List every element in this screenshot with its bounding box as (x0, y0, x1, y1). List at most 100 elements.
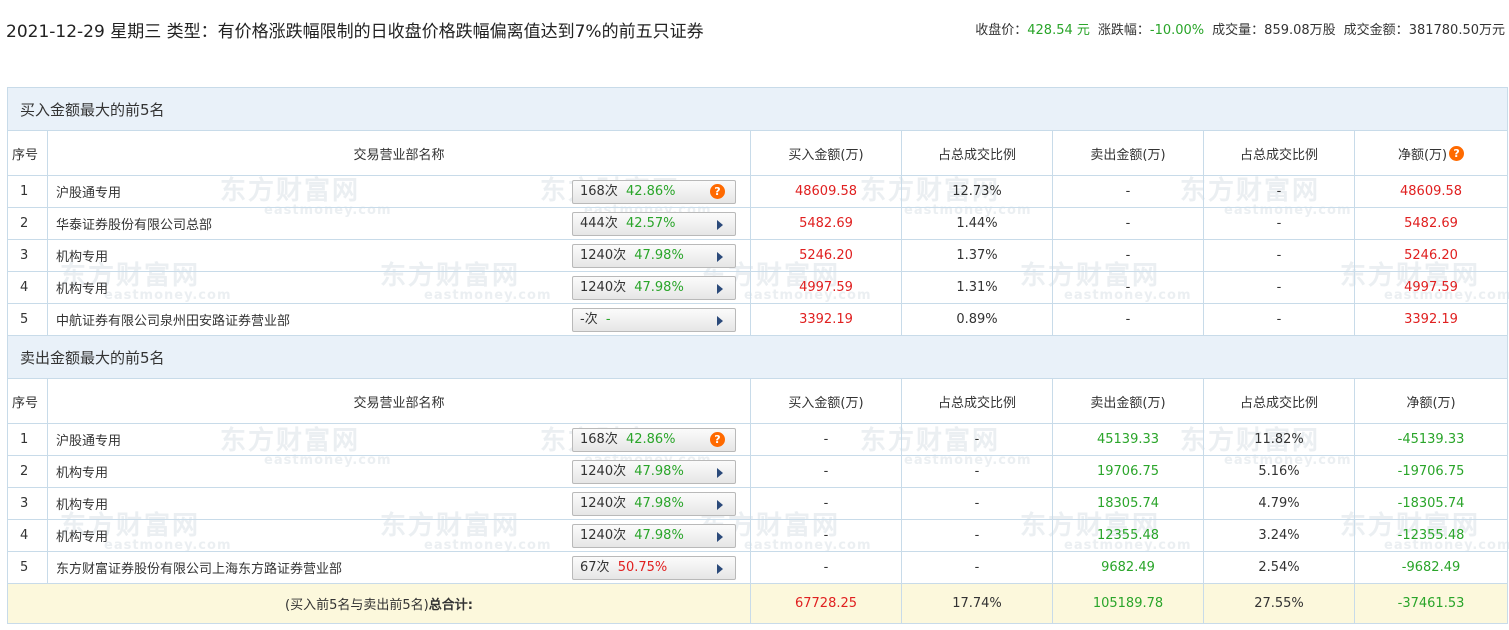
broker-times: 1240次 (580, 248, 627, 263)
broker-stat-button[interactable]: -次 - (572, 308, 736, 332)
net-amount: -45139.33 (1353, 423, 1509, 456)
sell-amount: - (1052, 239, 1204, 272)
broker-name[interactable]: 机构专用 (56, 530, 109, 545)
broker-name[interactable]: 机构专用 (56, 250, 109, 265)
arrow-right-icon[interactable] (717, 468, 723, 478)
buy-ratio: 1.37% (901, 239, 1053, 272)
arrow-right-icon[interactable] (717, 252, 723, 262)
broker-rate: 50.75% (617, 560, 668, 575)
broker-cell: 东方财富证券股份有限公司上海东方路证券营业部 67次 50.75% (47, 551, 751, 584)
total-net: -37461.53 (1353, 583, 1509, 624)
broker-name[interactable]: 机构专用 (56, 498, 109, 513)
sell-amount: 45139.33 (1052, 423, 1204, 456)
buy-amount: - (750, 423, 902, 456)
close-label: 收盘价： (975, 23, 1028, 38)
net-amount: 48609.58 (1353, 175, 1509, 208)
buy-amount: - (750, 455, 902, 488)
net-amount: -18305.74 (1353, 487, 1509, 520)
total-sell-ratio: 27.55% (1203, 583, 1355, 624)
arrow-right-icon[interactable] (717, 532, 723, 542)
broker-name[interactable]: 机构专用 (56, 466, 109, 481)
broker-stat-button[interactable]: 168次 42.86%? (572, 180, 736, 204)
broker-stat-button[interactable]: 444次 42.57% (572, 212, 736, 236)
col-seq: 序号 (7, 130, 48, 176)
broker-stat-button[interactable]: 1240次 47.98% (572, 244, 736, 268)
col-buy[interactable]: 买入金额(万) (750, 130, 902, 176)
broker-name[interactable]: 沪股通专用 (56, 434, 122, 449)
broker-stat-button[interactable]: 67次 50.75% (572, 556, 736, 580)
buy-ratio: - (901, 455, 1053, 488)
sell-ratio: 11.82% (1203, 423, 1355, 456)
table-row: 5 中航证券有限公司泉州田安路证券营业部 -次 -3392.19 0.89% - -339… (7, 303, 1509, 336)
row-seq: 4 (7, 271, 48, 304)
broker-stat-button[interactable]: 1240次 47.98% (572, 460, 736, 484)
buy-amount: 4997.59 (750, 271, 902, 304)
sell-amount: - (1052, 207, 1204, 240)
broker-cell: 机构专用 1240次 47.98% (47, 271, 751, 304)
broker-stat-button[interactable]: 1240次 47.98% (572, 276, 736, 300)
buy-ratio: - (901, 487, 1053, 520)
sell-ratio: 5.16% (1203, 455, 1355, 488)
table-row: 4 机构专用 1240次 47.98% - -12355.48 3.24% -12355.4… (7, 519, 1509, 552)
col-net: 净额(万) (1353, 378, 1509, 424)
sell-amount: - (1052, 303, 1204, 336)
broker-rate: 47.98% (634, 496, 684, 511)
buy-ratio: - (901, 423, 1053, 456)
broker-rate: 47.98% (634, 464, 684, 479)
buy-ratio: 1.44% (901, 207, 1053, 240)
table-row: 2 机构专用 1240次 47.98% - -19706.75 5.16% -19706.7… (7, 455, 1509, 488)
buy-section-header: 买入金额最大的前5名 (6, 87, 1509, 131)
broker-cell: 机构专用 1240次 47.98% (47, 487, 751, 520)
change-value: -10.00% (1149, 23, 1205, 38)
buy-ratio: 0.89% (901, 303, 1053, 336)
sell-section-header: 卖出金额最大的前5名 (6, 335, 1509, 379)
arrow-right-icon[interactable] (717, 284, 723, 294)
broker-stat-button[interactable]: 1240次 47.98% (572, 524, 736, 548)
table-row: 1 沪股通专用 168次 42.86%? 48609.58 12.73% - -48609.… (7, 175, 1509, 208)
question-icon[interactable]: ? (710, 432, 725, 447)
broker-stat-button[interactable]: 1240次 47.98% (572, 492, 736, 516)
broker-name[interactable]: 中航证券有限公司泉州田安路证券营业部 (56, 314, 291, 329)
broker-name[interactable]: 华泰证券股份有限公司总部 (56, 218, 213, 233)
broker-name[interactable]: 东方财富证券股份有限公司上海东方路证券营业部 (56, 562, 343, 577)
buy-ratio: 1.31% (901, 271, 1053, 304)
broker-cell: 沪股通专用 168次 42.86%? (47, 175, 751, 208)
total-buy-ratio: 17.74% (901, 583, 1053, 624)
net-amount: -19706.75 (1353, 455, 1509, 488)
row-seq: 1 (7, 423, 48, 456)
col-sell[interactable]: 卖出金额(万) (1052, 378, 1204, 424)
broker-times: 168次 (580, 184, 618, 199)
sell-ratio: 3.24% (1203, 519, 1355, 552)
broker-name[interactable]: 沪股通专用 (56, 186, 122, 201)
arrow-right-icon[interactable] (717, 220, 723, 230)
col-buy[interactable]: 买入金额(万) (750, 378, 902, 424)
sell-amount: 12355.48 (1052, 519, 1204, 552)
question-icon[interactable]: ? (1449, 145, 1465, 161)
buy-column-header: 序号 交易营业部名称 买入金额(万) 占总成交比例 卖出金额(万) 占总成交比例… (7, 130, 1509, 176)
buy-amount: - (750, 487, 902, 520)
close-value: 428.54 元 (1027, 23, 1090, 38)
sell-amount: - (1052, 271, 1204, 304)
arrow-right-icon[interactable] (717, 316, 723, 326)
broker-stat-button[interactable]: 168次 42.86%? (572, 428, 736, 452)
trading-rank-table: 买入金额最大的前5名 序号 交易营业部名称 买入金额(万) 占总成交比例 卖出金… (6, 87, 1509, 624)
broker-rate: 42.86% (625, 184, 676, 199)
arrow-right-icon[interactable] (717, 564, 723, 574)
broker-name[interactable]: 机构专用 (56, 282, 109, 297)
broker-times: 67次 (580, 560, 610, 575)
broker-times: 444次 (580, 216, 618, 231)
row-seq: 4 (7, 519, 48, 552)
net-amount: 4997.59 (1353, 271, 1509, 304)
arrow-right-icon[interactable] (717, 500, 723, 510)
col-net: 净额(万)? (1353, 130, 1509, 176)
page-header: 2021-12-29 星期三 类型：有价格涨跌幅限制的日收盘价格跌幅偏离值达到7… (0, 0, 1509, 84)
net-amount: 5246.20 (1353, 239, 1509, 272)
broker-cell: 机构专用 1240次 47.98% (47, 455, 751, 488)
col-sell[interactable]: 卖出金额(万) (1052, 130, 1204, 176)
question-icon[interactable]: ? (710, 184, 725, 199)
broker-cell: 中航证券有限公司泉州田安路证券营业部 -次 - (47, 303, 751, 336)
col-name: 交易营业部名称 (47, 130, 751, 176)
net-amount: 5482.69 (1353, 207, 1509, 240)
row-seq: 1 (7, 175, 48, 208)
buy-amount: 3392.19 (750, 303, 902, 336)
